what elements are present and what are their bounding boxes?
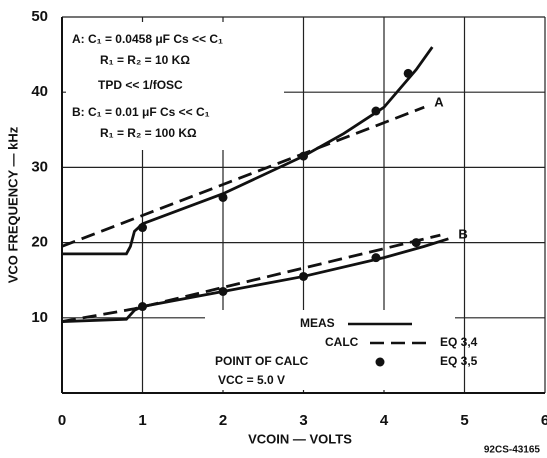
series-line: [61, 233, 441, 323]
calc-point: [138, 302, 147, 312]
legend-label: POINT OF CALC: [215, 354, 309, 368]
calc-point: [299, 271, 308, 281]
series-line: [61, 105, 425, 248]
calc-point: [371, 253, 381, 263]
x-tick-label: 0: [58, 412, 66, 429]
calc-point: [403, 68, 413, 78]
curve-label: B: [458, 226, 467, 241]
legend-note: EQ 3,4: [440, 335, 478, 349]
x-tick-label: 3: [299, 412, 307, 429]
annotation: R₁ = R₂ = 10 KΩ: [100, 53, 190, 67]
y-tick-label: 50: [31, 8, 48, 25]
calc-point: [371, 106, 381, 116]
x-tick-label: 5: [460, 412, 468, 429]
annotation: A: C₁ = 0.0458 μF Cs << C₁: [72, 32, 223, 46]
legend-box: [205, 310, 455, 390]
y-tick-label: 40: [31, 83, 48, 100]
x-tick-label: 2: [219, 412, 227, 429]
calc-point: [299, 151, 308, 161]
legend-label: CALC: [325, 335, 359, 349]
y-tick-label: 20: [31, 234, 48, 251]
x-tick-label: 1: [138, 412, 146, 429]
calc-point: [218, 286, 228, 296]
condition: VCC = 5.0 V: [218, 373, 285, 387]
calc-point: [218, 192, 228, 202]
legend-note: EQ 3,5: [440, 354, 478, 368]
annotation-box: [66, 22, 284, 150]
x-axis-title: VCOIN — VOLTS: [248, 431, 352, 446]
annotation: R₁ = R₂ = 100 KΩ: [100, 126, 197, 140]
x-tick-label: 6: [541, 412, 547, 429]
legend-symbol: [375, 357, 385, 367]
annotation: TPD << 1/fOSC: [98, 78, 183, 92]
y-tick-label: 30: [31, 158, 48, 175]
calc-point: [411, 238, 421, 248]
calc-point: [138, 223, 147, 233]
x-tick-label: 4: [380, 412, 389, 429]
legend-label: MEAS: [300, 316, 335, 330]
annotation: B: C₁ = 0.01 μF Cs << C₁: [72, 105, 210, 119]
curve-label: A: [434, 95, 444, 110]
footnote: 92CS-43165: [484, 445, 541, 456]
y-tick-label: 10: [31, 309, 48, 326]
y-axis-title: VCO FREQUENCY — kHz: [5, 126, 20, 283]
